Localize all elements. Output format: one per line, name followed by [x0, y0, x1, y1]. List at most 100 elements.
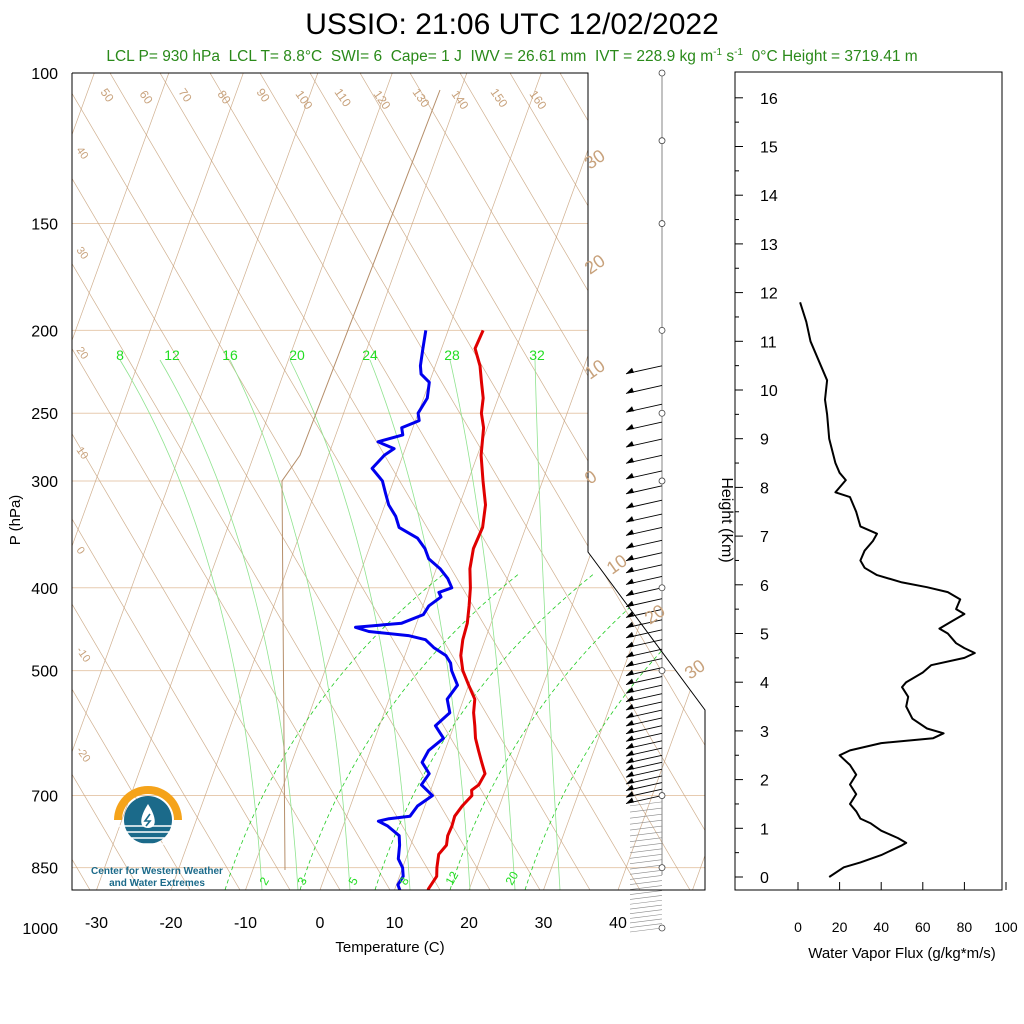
wind-flag-icon [626, 784, 634, 791]
temperature-tick-label: 0 [316, 915, 325, 932]
mixing-ratio-label-bottom: 12 [442, 869, 461, 888]
wind-flag-icon [626, 424, 634, 431]
isotherm-line [617, 73, 705, 890]
height-tick-label: 2 [760, 773, 769, 790]
wind-flag-icon [626, 719, 634, 726]
wind-calm-icon [658, 667, 666, 675]
mixing-ratio-label: 28 [444, 347, 460, 363]
wind-barb-icon [629, 848, 663, 854]
wind-calm-icon [658, 864, 666, 872]
height-tick-label: 1 [760, 821, 769, 838]
mixing-ratio-line [369, 359, 471, 890]
wind-barb-icon [629, 801, 663, 807]
wind-barb-icon [629, 807, 663, 813]
wind-flag-icon [626, 387, 634, 394]
mixing-ratio-label: 32 [529, 347, 545, 363]
wind-flag-icon [626, 457, 634, 464]
temperature-tick-label: 40 [609, 915, 627, 932]
dry-adiabat-line [72, 73, 541, 890]
wind-barb-icon [629, 854, 663, 859]
wind-barb-icon [629, 869, 663, 875]
wind-flag-icon [626, 641, 634, 648]
wind-flag-icon [626, 611, 634, 618]
wind-barb-icon [629, 842, 663, 848]
pressure-tick-label: 700 [31, 789, 58, 806]
temperature-tick-label: -20 [159, 915, 182, 932]
dry-adiabat-line [72, 73, 341, 890]
mixing-ratio-label-bottom: 2 [256, 874, 272, 887]
wind-barb-icon [629, 880, 663, 885]
isotherm-label-left: 30 [74, 245, 91, 262]
isotherm-label-left: 20 [74, 345, 91, 362]
lcl-temperature: LCL T= 8.8°C [228, 48, 323, 66]
dry-adiabat-line [509, 73, 705, 890]
isotherm-line [394, 73, 691, 890]
wind-barb-icon [629, 825, 663, 831]
wind-flag-icon [626, 727, 634, 734]
wind-barb-icon [629, 831, 663, 837]
wind-flag-icon [626, 750, 634, 757]
mixing-ratio-line [534, 359, 561, 890]
wind-flag-icon [626, 542, 634, 549]
height-tick-label: 7 [760, 529, 769, 546]
wind-barb-icon [629, 918, 663, 924]
dry-adiabat-label: 70 [176, 86, 195, 105]
wind-flag-icon [626, 529, 634, 536]
wind-flag-icon [626, 687, 634, 694]
dry-adiabat-line [72, 73, 291, 890]
mixing-ratio-label: 24 [362, 347, 378, 363]
dry-adiabat-line [72, 73, 241, 890]
wind-barb-icon [629, 859, 663, 865]
dry-adiabat-label: 90 [254, 86, 273, 105]
wind-barb-icon [629, 909, 663, 915]
dry-adiabat-line [72, 73, 191, 890]
isotherm-label-left: -10 [74, 645, 93, 665]
isotherm-label-right: 0 [581, 466, 601, 488]
isotherm-line [72, 73, 170, 890]
height-tick-label: 8 [760, 480, 769, 497]
mixing-ratio-line [119, 359, 263, 890]
pressure-tick-label: 150 [31, 217, 58, 234]
height-tick-label: 11 [760, 334, 777, 351]
dry-adiabat-line [109, 73, 591, 890]
flux-tick-label: 60 [915, 919, 931, 935]
flux-tick-label: 80 [957, 919, 973, 935]
wind-flag-icon [626, 566, 634, 573]
wind-flag-icon [626, 660, 634, 667]
temperature-tick-label: 30 [535, 915, 553, 932]
wind-flag-icon [626, 578, 634, 585]
wind-flag-icon [626, 764, 634, 771]
dry-adiabat-line [72, 73, 391, 890]
dry-adiabat-line [459, 73, 705, 890]
flux-tick-label: 40 [873, 919, 889, 935]
isotherm-line [245, 73, 542, 890]
wind-flag-icon [626, 487, 634, 494]
height-tick-label: 6 [760, 578, 769, 595]
moist-adiabat-line [224, 572, 446, 890]
wind-barb-icon [629, 899, 663, 905]
isotherm-label-right: 10 [581, 355, 609, 383]
temperature-tick-label: -10 [234, 915, 257, 932]
dry-adiabat-label: 60 [137, 88, 156, 107]
dry-adiabat-label: 100 [293, 88, 316, 113]
moist-adiabat-line [299, 572, 521, 890]
wind-flag-icon [626, 703, 634, 710]
swi-value: SWI= 6 [330, 48, 383, 66]
isotherm-label-left: 0 [74, 545, 87, 557]
flux-tick-label: 20 [832, 919, 848, 935]
height-tick-label: 13 [760, 237, 778, 254]
temperature-tick-label: 20 [460, 915, 478, 932]
dry-adiabat-label: 140 [449, 88, 472, 113]
skewt-plot-area [72, 73, 1024, 890]
dry-adiabat-line [760, 73, 1024, 890]
temperature-tick-label: 10 [386, 915, 404, 932]
cape-value: Cape= 1 J [390, 48, 462, 66]
wind-flag-icon [626, 589, 634, 596]
flux-frame [734, 71, 1003, 891]
parcel-path [281, 89, 441, 871]
wind-barb-icon [629, 813, 663, 819]
wind-calm-icon [658, 220, 666, 227]
wind-calm-icon [658, 69, 666, 77]
skewt-x-label: Temperature (C) [335, 939, 444, 956]
pressure-tick-label: 250 [31, 406, 58, 423]
